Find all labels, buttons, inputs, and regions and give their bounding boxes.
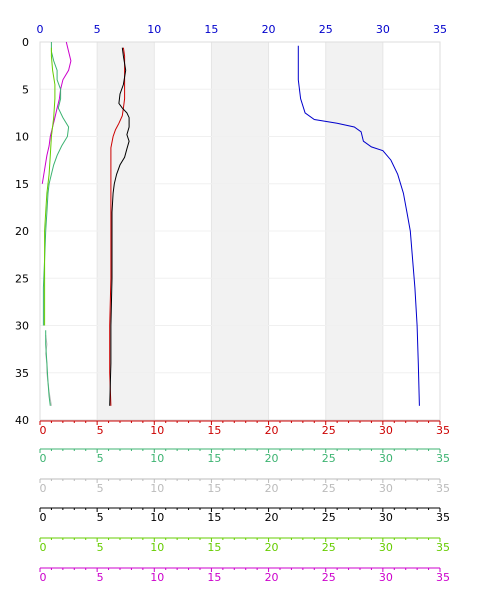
top-tick-label: 20	[262, 23, 276, 36]
bottom-tick-label: 35	[436, 571, 450, 584]
bottom-tick-label: 30	[379, 541, 393, 554]
top-tick-label: 5	[94, 23, 101, 36]
y-tick-label: 10	[15, 131, 29, 144]
y-axis: 0 5 10 15 20 25 30 35 40	[15, 36, 29, 427]
bottom-tick-label: 35	[436, 424, 450, 437]
bottom-tick-label: 15	[207, 541, 221, 554]
bottom-tick-label: 30	[379, 482, 393, 495]
plot-area	[39, 41, 441, 421]
bottom-tick-label: 30	[379, 571, 393, 584]
bottom-axis-5: 0 5 10 15 20 25 30 35	[39, 537, 450, 554]
bottom-tick-label: 0	[40, 511, 47, 524]
bottom-tick-label: 5	[97, 541, 104, 554]
bottom-tick-label: 35	[436, 511, 450, 524]
bottom-tick-label: 30	[379, 424, 393, 437]
series-line-1	[297, 45, 420, 406]
series-group	[41, 41, 420, 406]
bottom-tick-label: 0	[40, 452, 47, 465]
bottom-tick-label: 0	[40, 482, 47, 495]
top-tick-label: 0	[37, 23, 44, 36]
bottom-tick-label: 35	[436, 482, 450, 495]
bottom-tick-label: 25	[322, 452, 336, 465]
bottom-tick-label: 5	[97, 571, 104, 584]
bottom-tick-label: 0	[40, 424, 47, 437]
bottom-tick-label: 10	[150, 424, 164, 437]
series-line-4	[41, 41, 72, 184]
bottom-tick-label: 20	[265, 571, 279, 584]
bottom-tick-label: 10	[150, 511, 164, 524]
y-tick-label: 0	[22, 36, 29, 49]
top-tick-label: 30	[376, 23, 390, 36]
bottom-tick-label: 15	[207, 482, 221, 495]
bottom-tick-label: 15	[207, 452, 221, 465]
top-tick-label: 25	[319, 23, 333, 36]
bottom-tick-label: 20	[265, 511, 279, 524]
bottom-tick-label: 25	[322, 482, 336, 495]
bottom-axis-3: 0 5 10 15 20 25 30 35	[39, 478, 450, 495]
bottom-axis-1: 0 5 10 15 20 25 30 35	[39, 420, 450, 437]
bottom-tick-label: 5	[97, 482, 104, 495]
y-tick-label: 40	[15, 414, 29, 427]
bottom-tick-label: 25	[322, 424, 336, 437]
series-line-6	[44, 47, 56, 326]
bottom-axes: 0 5 10 15 20 25 30 35 0 5 10 15 20 25 30 35 0 5 10 15 20 25 30…	[39, 420, 450, 584]
series-line-5	[42, 42, 70, 326]
y-tick-label: 35	[15, 367, 29, 380]
series-line-8	[45, 330, 51, 406]
bottom-tick-label: 20	[265, 541, 279, 554]
y-tick-label: 30	[15, 320, 29, 333]
top-tick-label: 35	[433, 23, 447, 36]
bottom-tick-label: 20	[265, 482, 279, 495]
bottom-tick-label: 10	[150, 541, 164, 554]
bottom-axis-2: 0 5 10 15 20 25 30 35	[39, 448, 450, 465]
y-tick-label: 15	[15, 178, 29, 191]
bottom-tick-label: 25	[322, 541, 336, 554]
bottom-axis-4: 0 5 10 15 20 25 30 35	[39, 507, 450, 524]
bottom-tick-label: 0	[40, 571, 47, 584]
bottom-tick-label: 30	[379, 452, 393, 465]
y-tick-label: 25	[15, 272, 29, 285]
bottom-tick-label: 30	[379, 511, 393, 524]
top-tick-label: 10	[147, 23, 161, 36]
top-tick-label: 15	[204, 23, 218, 36]
bottom-tick-label: 5	[97, 424, 104, 437]
bottom-tick-label: 10	[150, 452, 164, 465]
bottom-axis-6: 0 5 10 15 20 25 30 35	[39, 567, 450, 584]
bottom-tick-label: 20	[265, 452, 279, 465]
series-line-2	[109, 47, 126, 406]
bottom-tick-label: 5	[97, 511, 104, 524]
series-line-3	[109, 47, 130, 406]
bottom-tick-label: 10	[150, 482, 164, 495]
bottom-tick-label: 35	[436, 452, 450, 465]
bottom-tick-label: 15	[207, 571, 221, 584]
bottom-tick-label: 15	[207, 511, 221, 524]
bottom-tick-label: 5	[97, 452, 104, 465]
bottom-tick-label: 35	[436, 541, 450, 554]
bottom-tick-label: 20	[265, 424, 279, 437]
bottom-tick-label: 25	[322, 511, 336, 524]
bottom-tick-label: 25	[322, 571, 336, 584]
bottom-tick-label: 15	[207, 424, 221, 437]
bottom-tick-label: 0	[40, 541, 47, 554]
y-tick-label: 5	[22, 83, 29, 96]
y-tick-label: 20	[15, 225, 29, 238]
bottom-tick-label: 10	[150, 571, 164, 584]
top-axis: 0 5 10 15 20 25 30 35	[37, 23, 448, 36]
